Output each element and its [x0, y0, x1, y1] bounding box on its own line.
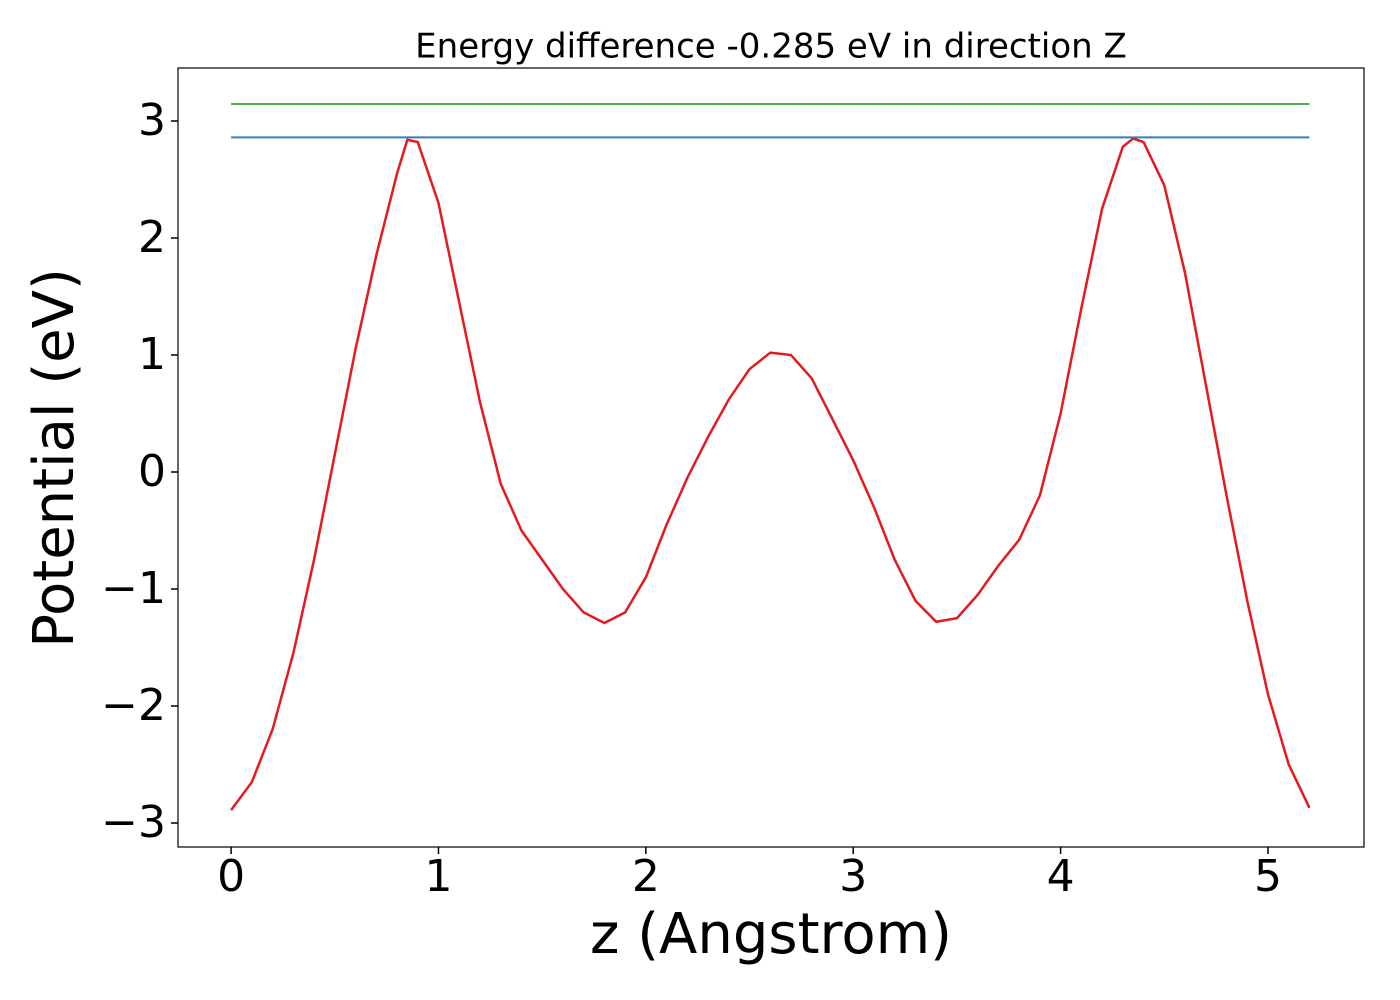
x-tick-label: 5 — [1254, 851, 1282, 902]
x-tick-label: 2 — [632, 851, 660, 902]
y-tick-label: 0 — [138, 446, 166, 497]
y-tick-label: −3 — [101, 797, 166, 848]
x-tick-label: 1 — [424, 851, 452, 902]
y-tick-label: −1 — [101, 563, 166, 614]
y-axis-label: Potential (eV) — [22, 268, 87, 648]
x-tick-label: 3 — [839, 851, 867, 902]
x-axis-label: z (Angstrom) — [590, 902, 952, 967]
y-tick-label: 2 — [138, 212, 166, 263]
data-line — [230, 137, 1311, 811]
x-tick-label: 0 — [217, 851, 245, 902]
y-tick-label: 3 — [138, 95, 166, 146]
x-tick-label: 4 — [1047, 851, 1075, 902]
y-tick-label: −2 — [101, 680, 166, 731]
y-tick-label: 1 — [138, 329, 166, 380]
chart-title: Energy difference -0.285 eV in direction… — [415, 27, 1127, 67]
plot-frame — [177, 67, 1365, 848]
